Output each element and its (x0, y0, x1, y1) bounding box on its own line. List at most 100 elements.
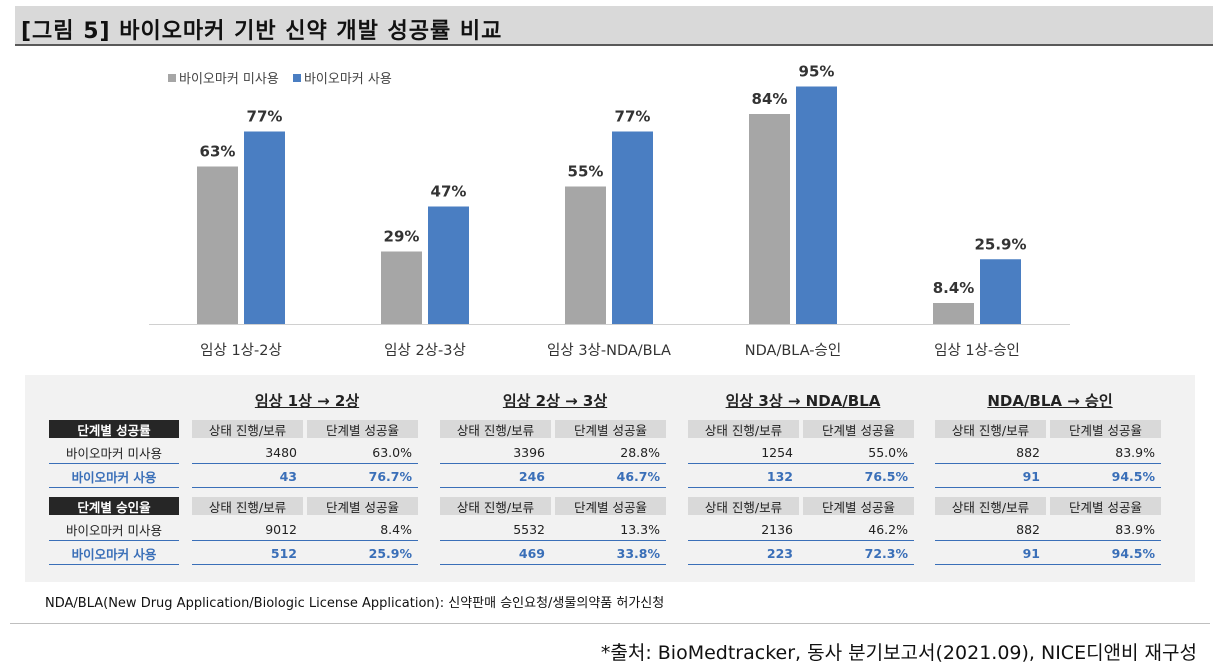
x-tick-label-4: 임상 1상-승인 (934, 342, 1020, 359)
table-row-divider (192, 564, 418, 565)
legend-label-biomarker: 바이오마커 사용 (303, 72, 392, 87)
bar-biomarker-0 (244, 131, 285, 324)
table-row-divider (192, 540, 418, 541)
table-group-title: NDA/BLA → 승인 (987, 392, 1113, 410)
table-cell-count: 223 (766, 545, 793, 561)
table-row-divider (935, 540, 1161, 541)
table-row-divider (49, 487, 179, 488)
data-label-biomarker-2: 77% (615, 108, 651, 126)
table-cell-rate: 46.7% (616, 468, 660, 484)
table-row-label: 바이오마커 사용 (71, 546, 157, 562)
bar-no-biomarker-3 (749, 114, 790, 324)
table-cell-count: 469 (518, 545, 545, 561)
legend-label-no-biomarker: 바이오마커 미사용 (179, 72, 279, 87)
legend-item-biomarker: 바이오마커 사용 (292, 68, 392, 87)
table-column-header: 상태 진행/보류 (935, 420, 1046, 438)
table-cell-rate: 8.4% (380, 521, 412, 537)
chart-legend: 바이오마커 미사용 바이오마커 사용 (168, 68, 402, 87)
bar-no-biomarker-1 (381, 251, 422, 324)
table-row-divider (688, 564, 914, 565)
table-group-title: 임상 2상 → 3상 (502, 392, 608, 410)
table-cell-rate: 72.3% (864, 545, 908, 561)
table-column-header: 상태 진행/보류 (192, 420, 303, 438)
table-row-divider (192, 487, 418, 488)
table-cell-count: 882 (1016, 521, 1040, 537)
table-cell-rate: 83.9% (1115, 521, 1155, 537)
table-cell-rate: 76.5% (864, 468, 908, 484)
table-row-divider (49, 540, 179, 541)
divider (10, 623, 1210, 624)
data-label-no-biomarker-2: 55% (568, 163, 604, 181)
table-column-header: 상태 진행/보류 (192, 497, 303, 515)
table-cell-rate: 46.2% (868, 521, 908, 537)
bar-no-biomarker-4 (933, 303, 974, 324)
x-tick-label-3: NDA/BLA-승인 (745, 342, 841, 359)
table-cell-count: 3396 (513, 444, 545, 460)
table-row-divider (688, 487, 914, 488)
table-column-header: 단계별 성공율 (307, 497, 418, 515)
bar-no-biomarker-2 (565, 186, 606, 324)
table-row-divider (440, 540, 666, 541)
table-column-header: 상태 진행/보류 (688, 420, 799, 438)
table-row-divider (49, 463, 179, 464)
data-label-no-biomarker-0: 63% (200, 143, 236, 161)
table-row-label: 바이오마커 사용 (71, 469, 157, 485)
data-label-no-biomarker-1: 29% (384, 228, 420, 246)
table-cell-count: 5532 (513, 521, 545, 537)
table-cell-rate: 76.7% (368, 468, 412, 484)
table-cell-rate: 63.0% (372, 444, 412, 460)
table-cell-count: 512 (270, 545, 297, 561)
figure-title: [그림 5] 바이오마커 기반 신약 개발 성공률 비교 (21, 19, 503, 44)
table-row-label: 바이오마커 미사용 (66, 522, 162, 538)
table-cell-count: 882 (1016, 444, 1040, 460)
data-label-biomarker-3: 95% (799, 63, 835, 81)
table-column-header: 단계별 성공율 (307, 420, 418, 438)
table-row-divider (935, 463, 1161, 464)
data-label-biomarker-1: 47% (431, 183, 467, 201)
table-cell-count: 246 (518, 468, 545, 484)
table-cell-rate: 33.8% (616, 545, 660, 561)
table-cell-count: 91 (1022, 468, 1040, 484)
table-row-divider (192, 463, 418, 464)
table-row-divider (440, 564, 666, 565)
table-cell-count: 1254 (761, 444, 793, 460)
bar-biomarker-1 (428, 206, 469, 324)
table-cell-rate: 55.0% (868, 444, 908, 460)
table-row-divider (440, 487, 666, 488)
table-column-header: 상태 진행/보류 (935, 497, 1046, 515)
footnote: NDA/BLA(New Drug Application/Biologic Li… (45, 596, 665, 611)
bar-biomarker-3 (796, 86, 837, 324)
table-cell-count: 132 (766, 468, 793, 484)
table-cell-count: 2136 (761, 521, 793, 537)
table-row-divider (688, 540, 914, 541)
bar-chart: 63% 77% 임상 1상-2상 29% 47% 임상 2상-3상 55% 77% 임상 3상-… (149, 63, 1070, 359)
table-column-header: 상태 진행/보류 (688, 497, 799, 515)
table-cell-count: 9012 (265, 521, 297, 537)
table-cell-rate: 13.3% (620, 521, 660, 537)
title-bar: [그림 5] 바이오마커 기반 신약 개발 성공률 비교 (15, 6, 1213, 46)
x-tick-label-2: 임상 3상-NDA/BLA (547, 342, 671, 359)
table-row-label: 바이오마커 미사용 (66, 445, 162, 461)
table-section-label: 단계별 성공률 (49, 420, 179, 438)
table-column-header: 단계별 성공율 (803, 497, 914, 515)
data-label-biomarker-4: 25.9% (974, 235, 1026, 253)
table-column-header: 상태 진행/보류 (440, 497, 551, 515)
table-column-header: 단계별 성공율 (555, 497, 666, 515)
table-column-header: 단계별 성공율 (803, 420, 914, 438)
table-row-divider (935, 487, 1161, 488)
table-row-divider (688, 463, 914, 464)
legend-swatch-blue (292, 73, 301, 82)
table-column-header: 단계별 성공율 (555, 420, 666, 438)
table-cell-rate: 83.9% (1115, 444, 1155, 460)
table-cell-count: 43 (279, 468, 297, 484)
comparison-table: 임상 1상 → 2상 임상 2상 → 3상 임상 3상 → NDA/BLA NDA/B… (25, 375, 1195, 582)
table-cell-rate: 28.8% (620, 444, 660, 460)
table-cell-rate: 94.5% (1111, 545, 1155, 561)
table-section-label: 단계별 승인율 (49, 497, 179, 515)
x-tick-label-0: 임상 1상-2상 (200, 342, 282, 359)
table-group-title: 임상 1상 → 2상 (254, 392, 360, 410)
data-label-no-biomarker-4: 8.4% (933, 279, 975, 297)
table-row-divider (440, 463, 666, 464)
table-cell-rate: 25.9% (368, 545, 412, 561)
table-column-header: 단계별 성공율 (1050, 420, 1161, 438)
